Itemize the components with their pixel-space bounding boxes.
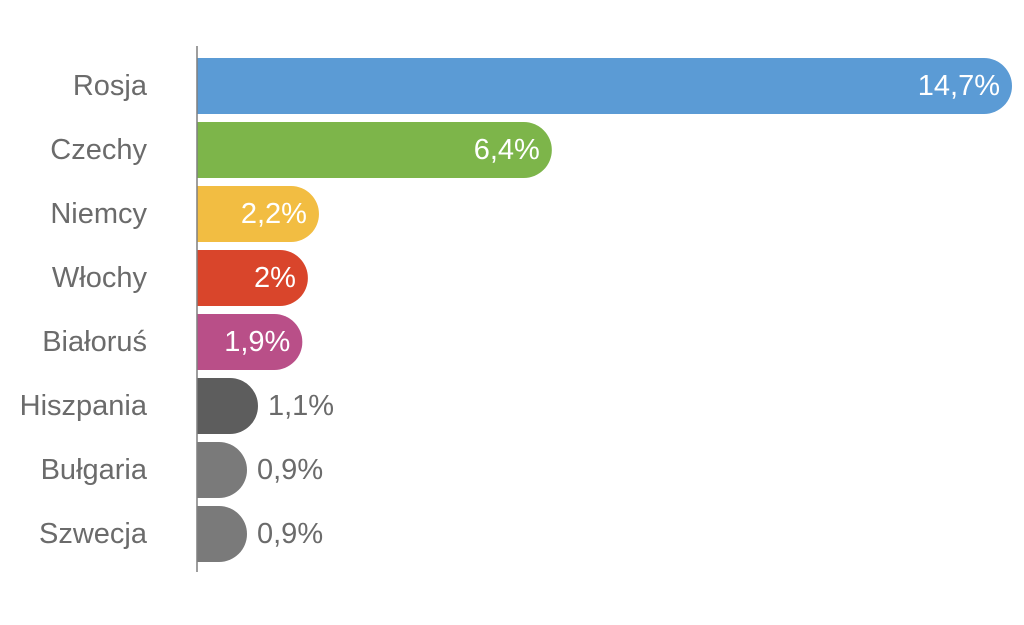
value-label: 2,2% xyxy=(241,198,307,230)
bar-niemcy xyxy=(197,186,319,243)
category-label: Bułgaria xyxy=(41,454,148,486)
bar-szwecja xyxy=(197,506,247,562)
bar-włochy xyxy=(197,250,308,306)
bar-białoruś xyxy=(197,314,303,370)
category-label: Białoruś xyxy=(42,326,147,358)
value-label: 1,9% xyxy=(224,326,290,358)
category-label: Szwecja xyxy=(39,518,148,550)
category-label: Czechy xyxy=(50,134,147,166)
bars-layer xyxy=(197,58,1012,562)
bar-czechy xyxy=(197,122,552,178)
value-label: 2% xyxy=(254,262,296,294)
bar-rosja xyxy=(197,58,1012,114)
category-label: Włochy xyxy=(52,262,148,294)
category-label: Niemcy xyxy=(50,198,147,230)
bar-hiszpania xyxy=(197,378,258,435)
value-label: 1,1% xyxy=(268,390,334,422)
bar-bułgaria xyxy=(197,442,247,498)
value-label: 0,9% xyxy=(257,454,323,486)
category-label: Rosja xyxy=(73,70,148,102)
labels-layer: Rosja 14,7% Czechy 6,4% Niemcy 2,2% Włochy 2% Bi… xyxy=(20,70,1000,550)
value-label: 6,4% xyxy=(474,134,540,166)
value-label: 14,7% xyxy=(918,70,1000,102)
value-label: 0,9% xyxy=(257,518,323,550)
category-label: Hiszpania xyxy=(20,390,148,422)
